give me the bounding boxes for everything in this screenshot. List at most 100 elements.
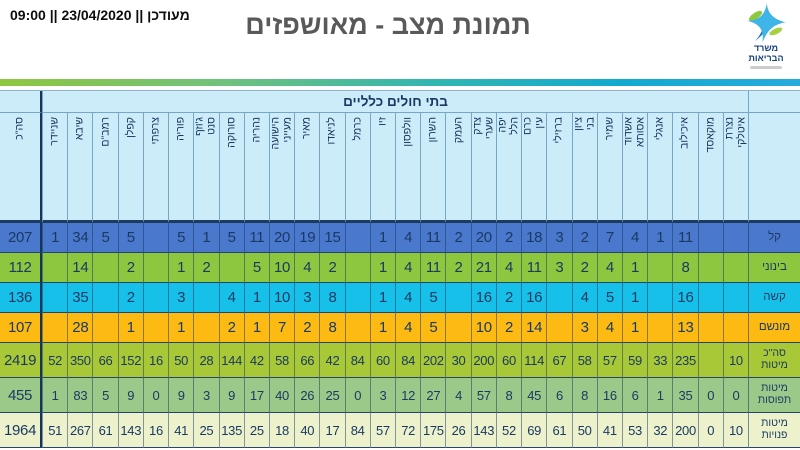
rotated-label: רמב"ם [98,116,111,147]
value-cell-r5-c14: 3 [369,378,396,413]
page-title: תמונת מצב - מאושפזים [245,10,531,40]
value-cell-r5-c9: 8 [495,378,522,413]
value-cell-r2-c16: 8 [319,283,345,313]
value-cell-r0-c8: 18 [521,223,547,253]
value-cell-r0-c19: 11 [243,223,269,253]
value-cell-r0-c10: 20 [470,223,496,253]
value-cell-r6-c15: 84 [344,413,370,448]
value-cell-r2-c13: 4 [395,283,421,313]
value-cell-r1-c21: 2 [193,253,219,283]
value-cell-r2-c5: 5 [596,283,622,313]
value-cell-r1-c23 [142,253,169,283]
hospital-header-1: מוקאסד [697,113,723,223]
value-cell-r4-c26: 350 [67,343,93,378]
row-total-3: 107 [0,313,43,343]
value-cell-r1-c7: 3 [546,253,572,283]
value-cell-r0-c5: 7 [596,223,622,253]
row-label-0: קל [748,223,800,253]
value-cell-r1-c1 [697,253,723,283]
value-cell-r2-c14: 1 [369,283,396,313]
value-cell-r1-c20 [218,253,244,283]
value-cell-r4-c0: 10 [722,343,748,378]
value-cell-r0-c0 [722,223,748,253]
hospital-header-14: זיו [369,113,396,223]
value-cell-r2-c6: 4 [571,283,597,313]
value-cell-r0-c17: 19 [294,223,320,253]
hospital-header-12: השרון [420,113,446,223]
value-cell-r0-c12: 11 [420,223,446,253]
rotated-label: ציון בני [572,116,596,131]
value-cell-r5-c8: 45 [521,378,547,413]
value-cell-r1-c16: 2 [319,253,345,283]
value-cell-r0-c11: 2 [445,223,471,253]
hospital-header-9: יפה הלל [495,113,522,223]
value-cell-r1-c5: 4 [596,253,622,283]
hospital-header-21: ג'וזף סנט [193,113,219,223]
value-cell-r5-c11: 4 [445,378,471,413]
row-total-4: 2419 [0,343,43,378]
value-cell-r4-c4: 59 [621,343,648,378]
value-cell-r3-c26: 28 [67,313,93,343]
value-cell-r0-c4: 4 [621,223,648,253]
value-cell-r1-c2: 8 [672,253,698,283]
value-cell-r5-c23: 0 [142,378,169,413]
value-cell-r5-c18: 40 [268,378,295,413]
hospital-header-22: פוריה [168,113,194,223]
value-cell-r6-c17: 40 [294,413,320,448]
value-cell-r5-c5: 16 [596,378,622,413]
row-label-1: בינוני [748,253,800,283]
value-cell-r2-c12: 5 [420,283,446,313]
value-cell-r3-c27 [42,313,68,343]
ministry-logo-tagline [750,65,782,69]
value-cell-r0-c25: 5 [92,223,118,253]
value-cell-r1-c0 [722,253,748,283]
hospital-header-16: לניאדו [319,113,345,223]
value-cell-r3-c5: 4 [596,313,622,343]
hospital-header-23: צרפתי [142,113,169,223]
value-cell-r3-c25 [92,313,118,343]
value-cell-r3-c4: 1 [621,313,648,343]
hospital-header-17: מאיר [294,113,320,223]
value-cell-r0-c16: 15 [319,223,345,253]
value-cell-r4-c21: 28 [193,343,219,378]
value-cell-r1-c24: 2 [117,253,143,283]
rotated-label: נהריה [250,116,263,143]
rotated-label: העמק [451,116,464,143]
value-cell-r1-c12: 11 [420,253,446,283]
value-cell-r6-c0: 10 [722,413,748,448]
row-label-2: קשה [748,283,800,313]
rotated-label: שמיר [603,116,616,140]
value-cell-r0-c18: 20 [268,223,295,253]
value-cell-r4-c20: 144 [218,343,244,378]
value-cell-r2-c15 [344,283,370,313]
value-cell-r1-c14: 1 [369,253,396,283]
value-cell-r3-c0 [722,313,748,343]
value-cell-r2-c9: 2 [495,283,522,313]
value-cell-r2-c21 [193,283,219,313]
value-cell-r6-c14: 57 [369,413,396,448]
value-cell-r3-c23 [142,313,169,343]
value-cell-r1-c26: 14 [67,253,93,283]
rotated-label: כרם עין [521,116,546,135]
rotated-label: נצרת איטלקי [723,116,747,148]
value-cell-r4-c24: 152 [117,343,143,378]
value-cell-r0-c14: 1 [369,223,396,253]
hospital-header-4: אשדוד אסותא [621,113,648,223]
rotated-label: סורוקה [224,116,237,148]
value-cell-r2-c10: 16 [470,283,496,313]
value-cell-r1-c17: 4 [294,253,320,283]
hospital-header-10: צדק שערי [470,113,496,223]
value-cell-r1-c9: 4 [495,253,522,283]
hospital-header-0: נצרת איטלקי [722,113,748,223]
value-cell-r6-c20: 135 [218,413,244,448]
rotated-label: זיו [376,116,389,126]
value-cell-r5-c0: 0 [722,378,748,413]
hospital-header-2: איכילוב [672,113,698,223]
value-cell-r3-c22: 1 [168,313,194,343]
value-cell-r5-c13: 12 [395,378,421,413]
value-cell-r2-c26: 35 [67,283,93,313]
value-cell-r6-c26: 267 [67,413,93,448]
value-cell-r4-c22: 50 [168,343,194,378]
rotated-label: שיבא [73,116,86,140]
value-cell-r2-c4: 1 [621,283,648,313]
